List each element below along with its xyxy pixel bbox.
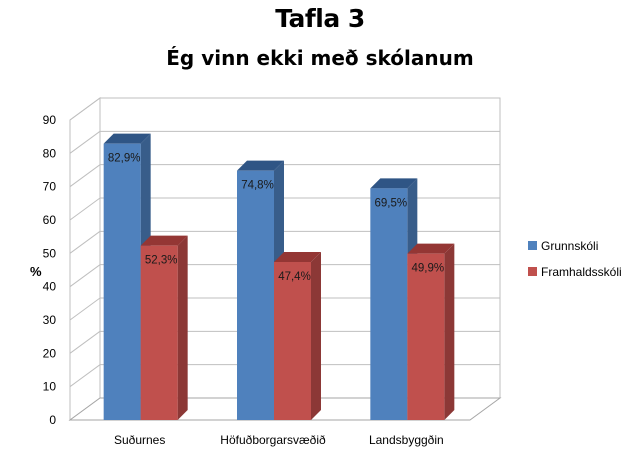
bar <box>407 253 445 420</box>
legend-swatch <box>528 267 537 276</box>
y-tick-label: 50 <box>43 246 57 260</box>
data-label: 49,9% <box>412 263 445 275</box>
gridline <box>69 364 101 388</box>
y-tick-label: 0 <box>49 413 56 427</box>
bar-side <box>177 235 188 420</box>
bar-top <box>370 178 418 189</box>
gridline <box>69 197 101 221</box>
y-axis-label: % <box>30 264 42 279</box>
bar <box>370 188 408 420</box>
bar <box>140 245 178 420</box>
bars: 82,9% 52,3% 74,8% 47,4% 69,5% 49,9% <box>103 133 455 420</box>
y-tick-label: 90 <box>43 113 57 127</box>
legend-label: Grunnskóli <box>541 239 598 253</box>
gridline <box>69 97 101 121</box>
x-axis-categories: Suðurnes Höfuðborgarsvæðið Landsbyggðin <box>114 433 444 447</box>
data-label: 74,8% <box>241 180 274 192</box>
y-tick-label: 10 <box>43 380 57 394</box>
chart-title: Ég vinn ekki með skólanum <box>166 46 474 70</box>
side-wall <box>69 97 101 421</box>
page-title: Tafla 3 <box>275 4 365 33</box>
bar-top <box>407 243 455 254</box>
x-category-label: Suðurnes <box>114 433 165 447</box>
bar-top <box>237 160 284 171</box>
x-category-label: Landsbyggðin <box>369 433 444 447</box>
data-label: 82,9% <box>108 153 141 165</box>
y-axis-ticks: 0 10 20 30 40 50 60 70 80 90 <box>43 113 57 427</box>
x-category-label: Höfuðborgarsvæðið <box>220 433 326 447</box>
bar <box>237 170 274 420</box>
bar-top <box>103 133 151 144</box>
y-tick-label: 40 <box>43 280 57 294</box>
y-tick-label: 20 <box>43 346 57 360</box>
bar-side <box>311 252 321 420</box>
gridline <box>69 230 101 254</box>
y-tick-label: 70 <box>43 180 57 194</box>
gridline <box>69 130 101 154</box>
legend-label: Framhaldsskóli <box>541 265 622 279</box>
bar <box>274 262 311 420</box>
data-label: 47,4% <box>278 271 311 283</box>
legend: Grunnskóli Framhaldsskóli <box>528 239 622 279</box>
gridline <box>69 264 101 288</box>
data-label: 52,3% <box>145 255 178 267</box>
y-tick-label: 30 <box>43 313 57 327</box>
gridline <box>69 330 101 354</box>
gridline <box>69 297 101 321</box>
bar-top <box>274 252 321 262</box>
bar-top <box>140 235 188 246</box>
bar <box>103 143 141 420</box>
data-label: 69,5% <box>375 197 408 209</box>
legend-swatch <box>528 241 537 250</box>
y-tick-label: 80 <box>43 146 57 160</box>
y-tick-label: 60 <box>43 213 57 227</box>
gridline <box>69 164 101 188</box>
bar-side <box>444 243 455 420</box>
